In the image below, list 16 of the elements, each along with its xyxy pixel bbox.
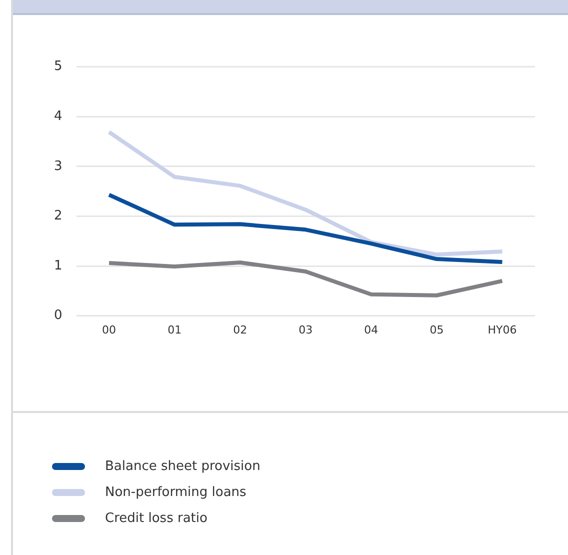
x-tick-label: 04 xyxy=(364,323,378,336)
x-tick-label: HY06 xyxy=(488,323,517,336)
y-tick-label: 2 xyxy=(54,208,62,224)
legend-label: Non-performing loans xyxy=(105,484,246,500)
x-tick-label: 00 xyxy=(102,323,116,336)
x-tick-label: 05 xyxy=(430,323,444,336)
x-tick-label: 02 xyxy=(233,323,248,336)
y-tick-label: 1 xyxy=(54,258,62,274)
x-tick-label: 03 xyxy=(298,323,313,336)
legend-label: Balance sheet provision xyxy=(105,458,260,474)
y-tick-label: 5 xyxy=(54,59,62,74)
legend-label: Credit loss ratio xyxy=(105,510,208,526)
x-tick-label: 01 xyxy=(168,323,182,336)
y-tick-label: 4 xyxy=(54,108,62,124)
y-tick-label: 0 xyxy=(54,308,62,324)
y-tick-label: 3 xyxy=(54,158,62,174)
